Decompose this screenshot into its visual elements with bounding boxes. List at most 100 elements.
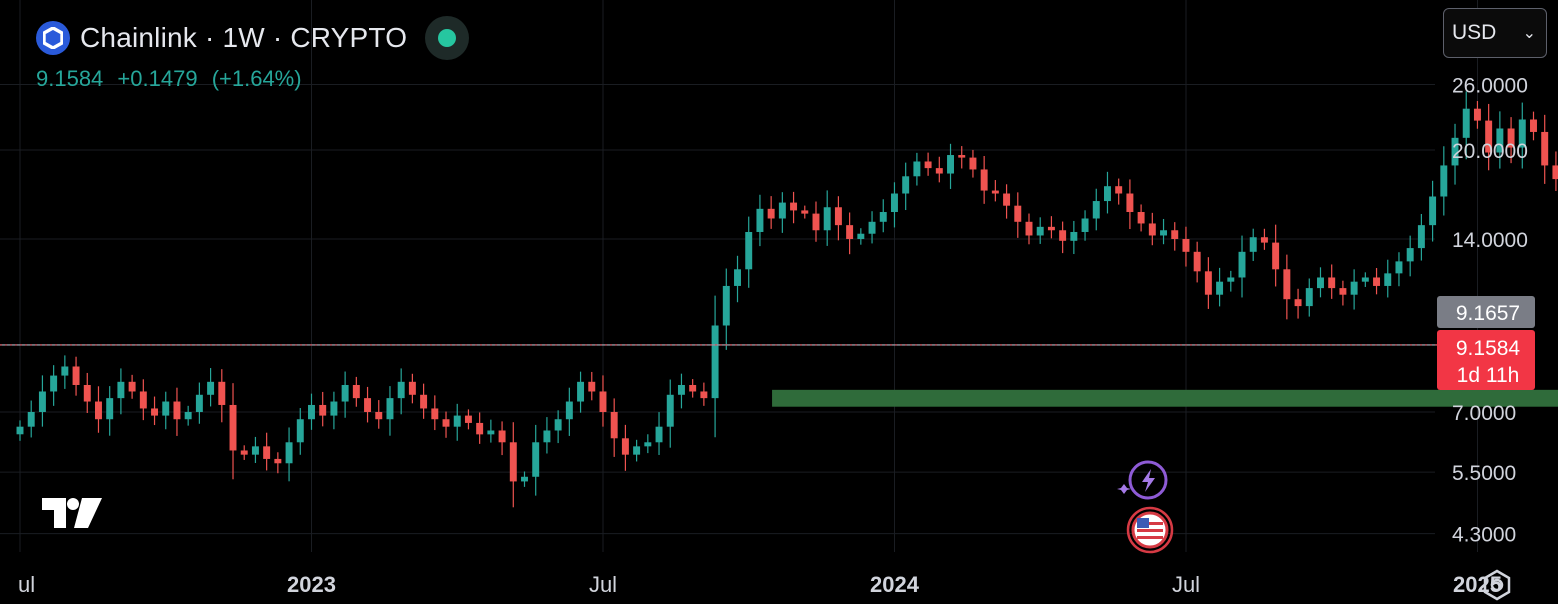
candle-body <box>218 381 226 405</box>
x-tick-label: Jul <box>1172 572 1200 597</box>
grid-lines <box>0 0 1478 552</box>
candle-body <box>1417 225 1425 249</box>
candle-body <box>453 415 461 427</box>
candle-body <box>240 450 248 455</box>
candle-body <box>756 208 764 232</box>
candle-body <box>947 155 954 174</box>
y-tick-label: 14.0000 <box>1452 229 1528 252</box>
candle-body <box>1440 165 1448 197</box>
candle-body <box>1473 108 1481 121</box>
candle-body <box>1361 277 1369 282</box>
candle-body <box>1115 186 1123 194</box>
candle-body <box>296 419 304 443</box>
candle-body <box>487 430 495 435</box>
candle-body <box>610 412 618 439</box>
candle-body <box>958 155 966 158</box>
candle-body <box>980 169 988 191</box>
candle-body <box>184 412 192 420</box>
candle-body <box>1395 261 1403 274</box>
candle-body <box>1507 128 1515 148</box>
y-tick-label: 4.3000 <box>1452 524 1516 547</box>
currency-label: USD <box>1452 21 1497 44</box>
candle-body <box>588 381 596 392</box>
ref-price-tag: 9.1657 <box>1456 302 1520 325</box>
candle-body <box>1227 277 1235 282</box>
candle-body <box>1193 251 1201 272</box>
candle-body <box>263 446 271 459</box>
candle-body <box>117 381 125 399</box>
candle-body <box>1317 277 1324 289</box>
candle-body <box>128 381 136 392</box>
candle-body <box>633 446 641 455</box>
candle-body <box>767 208 775 219</box>
candle-body <box>72 366 80 385</box>
y-tick-label: 7.0000 <box>1452 402 1516 425</box>
market-status-indicator[interactable] <box>425 16 470 60</box>
candle-body <box>924 161 932 169</box>
candle-body <box>1373 277 1381 286</box>
candle-body <box>274 458 282 464</box>
price-quote: 9.1584 +0.1479 (+1.64%) <box>36 66 310 92</box>
candle-body <box>1249 237 1257 252</box>
gear-icon[interactable] <box>1480 568 1514 602</box>
candle-body <box>285 442 293 464</box>
candle-body <box>655 426 663 443</box>
candle-body <box>1137 212 1145 224</box>
candle-body <box>1283 269 1291 300</box>
ref-price-tag-bg <box>1437 296 1535 328</box>
candle-body <box>577 381 585 402</box>
candle-body <box>1036 226 1044 236</box>
x-tick-label: 2025 <box>1453 572 1502 597</box>
candle-body <box>476 422 484 435</box>
candle-body <box>27 412 35 427</box>
candle-body <box>1485 120 1493 153</box>
candle-body <box>1126 193 1134 213</box>
candle-body <box>16 426 24 435</box>
price-change-pct: (+1.64%) <box>211 66 302 91</box>
candle-body <box>1451 137 1459 166</box>
currency-select[interactable]: USD ⌄ <box>1443 8 1547 58</box>
candle-body <box>1238 251 1246 278</box>
symbol-header: Chainlink · 1W · CRYPTO <box>36 16 470 60</box>
support-zone <box>772 389 1558 407</box>
last-price: 9.1584 <box>36 66 104 91</box>
candle-body <box>823 207 831 231</box>
candle-body <box>106 398 114 420</box>
candle-body <box>1014 205 1022 222</box>
candle-body <box>1429 196 1437 226</box>
candle-body <box>991 190 999 194</box>
x-tick-label: ul <box>18 572 35 597</box>
candle-body <box>251 446 259 455</box>
candle-body <box>375 412 383 420</box>
candle-body <box>386 398 394 420</box>
us-flag-icon[interactable] <box>1126 506 1174 554</box>
candle-body <box>666 394 674 427</box>
candlestick-series <box>16 91 1558 508</box>
candle-body <box>689 384 697 392</box>
candle-body <box>1406 248 1414 262</box>
tradingview-logo-icon <box>42 498 102 528</box>
candle-body <box>700 391 708 399</box>
candle-body <box>464 415 472 423</box>
candle-body <box>1541 131 1549 166</box>
candle-body <box>352 384 360 399</box>
y-tick-label: 20.0000 <box>1452 140 1528 163</box>
candle-body <box>890 193 898 213</box>
candle-body <box>521 476 528 482</box>
candle-body <box>554 419 562 431</box>
candle-body <box>1260 237 1268 243</box>
candle-body <box>801 210 809 214</box>
candle-body <box>1003 193 1011 206</box>
symbol-title[interactable]: Chainlink · 1W · CRYPTO <box>80 22 408 53</box>
candle-body <box>162 401 170 416</box>
last-price-tag: 9.1584 <box>1456 337 1521 360</box>
candle-body <box>195 394 203 412</box>
last-price-tag-bg <box>1437 330 1535 390</box>
candle-body <box>1350 281 1358 295</box>
candle-body <box>397 381 405 399</box>
chevron-down-icon: ⌄ <box>1522 25 1536 42</box>
candle-body <box>341 384 349 402</box>
candle-body <box>565 401 573 420</box>
flash-icon[interactable] <box>1117 460 1168 500</box>
